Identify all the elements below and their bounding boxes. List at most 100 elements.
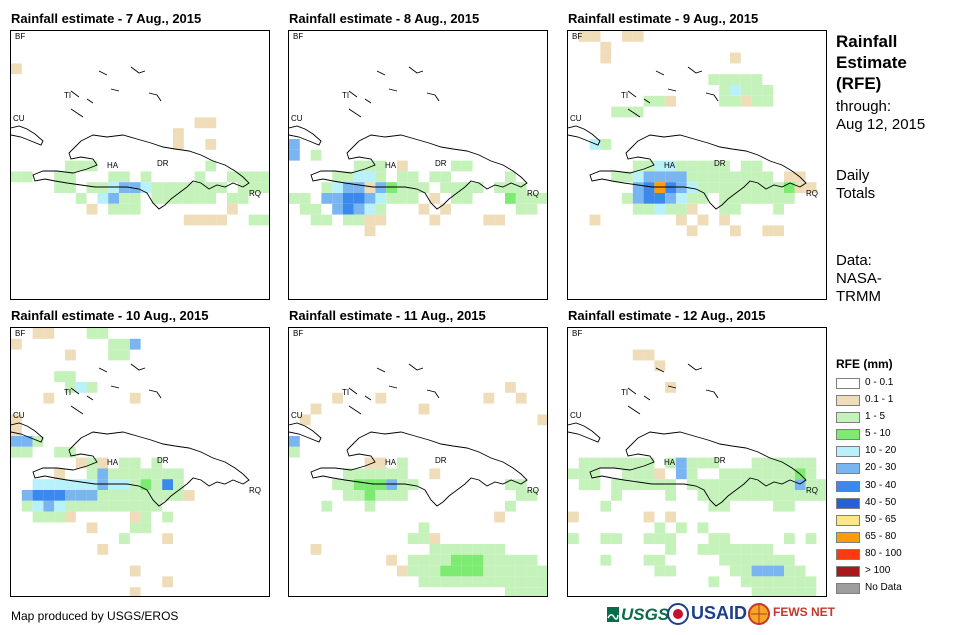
rainfall-cell bbox=[805, 468, 817, 480]
rainfall-cell bbox=[537, 576, 547, 588]
rainfall-cell bbox=[794, 565, 806, 577]
rainfall-cell bbox=[472, 576, 484, 588]
rainfall-cell bbox=[97, 182, 109, 193]
rainfall-cell bbox=[654, 182, 666, 193]
rainfall-cell bbox=[751, 490, 763, 501]
rainfall-cell bbox=[129, 479, 141, 490]
place-label-ti: TI bbox=[621, 388, 629, 397]
rainfall-cell bbox=[611, 533, 622, 544]
rainfall-cell bbox=[784, 457, 795, 469]
rainfall-cell bbox=[665, 203, 676, 215]
rainfall-cell bbox=[140, 479, 152, 490]
rainfall-cell bbox=[483, 576, 495, 588]
legend-swatch bbox=[836, 497, 860, 509]
map-panel-3[interactable]: BF TI CU HA DR RQ bbox=[567, 30, 827, 300]
rainfall-cell bbox=[654, 565, 666, 577]
rainfall-cell bbox=[816, 490, 826, 501]
rainfall-cell bbox=[86, 182, 98, 193]
rainfall-cell bbox=[740, 554, 752, 566]
rainfall-cell bbox=[526, 554, 538, 566]
place-label-rq: RQ bbox=[249, 486, 261, 495]
usaid-seal-icon bbox=[667, 603, 689, 630]
place-label-cu: CU bbox=[570, 114, 582, 123]
rainfall-cell bbox=[173, 490, 184, 501]
rainfall-cell bbox=[654, 522, 666, 534]
rainfall-cell bbox=[108, 182, 119, 193]
rainfall-cell bbox=[730, 468, 741, 480]
rainfall-cell bbox=[622, 479, 633, 490]
rainfall-cell bbox=[343, 468, 354, 480]
rainfall-cell bbox=[654, 360, 666, 372]
map-panel-2[interactable]: BF TI CU HA DR RQ bbox=[288, 30, 548, 300]
rainfall-cell bbox=[762, 587, 774, 596]
rainfall-cell bbox=[600, 52, 612, 64]
rainfall-cell bbox=[429, 214, 441, 226]
rainfall-cell bbox=[632, 106, 644, 118]
rainfall-cell bbox=[259, 171, 269, 183]
rainfall-cell bbox=[784, 576, 795, 588]
rainfall-cell bbox=[140, 522, 152, 534]
rainfall-cell bbox=[461, 193, 473, 204]
rainfall-cell bbox=[353, 479, 365, 490]
rainfall-cell bbox=[505, 479, 516, 490]
rainfall-cell bbox=[375, 457, 387, 469]
rainfall-cell bbox=[515, 587, 527, 596]
rainfall-cell bbox=[515, 392, 527, 404]
rainfall-cell bbox=[643, 533, 655, 544]
rainfall-cell bbox=[730, 85, 741, 96]
rainfall-cell bbox=[173, 182, 184, 193]
rainfall-cell bbox=[321, 182, 333, 193]
rainfall-cell bbox=[162, 479, 173, 490]
rainfall-cell bbox=[227, 203, 238, 215]
logo-strip: USGS USAID FEWS NET bbox=[607, 602, 835, 631]
rainfall-cell bbox=[686, 203, 698, 215]
legend-label: 30 - 40 bbox=[865, 479, 897, 491]
rainfall-cell bbox=[11, 63, 22, 75]
usgs-logo[interactable]: USGS bbox=[607, 604, 669, 631]
rainfall-cell bbox=[708, 533, 720, 544]
map-panel-6[interactable]: BF TI CU HA DR RQ bbox=[567, 327, 827, 597]
rainfall-cell bbox=[108, 349, 119, 361]
rainfall-cell bbox=[730, 74, 741, 85]
map-panel-1[interactable]: BF TI CU HA DR RQ bbox=[10, 30, 270, 300]
rainfall-cell bbox=[129, 193, 141, 204]
rainfall-cell bbox=[611, 171, 622, 183]
rainfall-cell bbox=[86, 160, 98, 172]
rainfall-cell bbox=[676, 203, 687, 215]
map-panel-4[interactable]: BF TI CU HA DR RQ bbox=[10, 327, 270, 597]
rainfall-cell bbox=[451, 576, 462, 588]
legend-swatch bbox=[836, 531, 860, 543]
side-date: Aug 12, 2015 bbox=[836, 116, 926, 133]
rainfall-cell bbox=[310, 149, 322, 161]
rainfall-cell bbox=[108, 500, 119, 512]
rainfall-cell bbox=[54, 468, 65, 480]
rainfall-cell bbox=[740, 74, 752, 85]
rainfall-cell bbox=[740, 85, 752, 96]
rainfall-cell bbox=[119, 349, 130, 361]
fews-globe-icon bbox=[748, 603, 770, 625]
rainfall-cell bbox=[494, 511, 505, 523]
rainfall-cell bbox=[332, 203, 343, 215]
rainfall-cell bbox=[119, 182, 130, 193]
rainfall-cell bbox=[65, 479, 76, 490]
coastline bbox=[32, 134, 250, 210]
rainfall-cell bbox=[773, 554, 784, 566]
rainfall-cell bbox=[762, 554, 774, 566]
place-label-ti: TI bbox=[64, 91, 72, 100]
rainfall-cell bbox=[97, 479, 109, 490]
rainfall-cell bbox=[119, 533, 130, 544]
rainfall-cell bbox=[321, 193, 333, 204]
rainfall-cell bbox=[773, 225, 784, 237]
rainfall-cell bbox=[654, 95, 666, 107]
rainfall-cell bbox=[108, 468, 119, 480]
rainfall-map-svg bbox=[289, 66, 547, 237]
rainfall-cell bbox=[676, 214, 687, 226]
rainfall-cell bbox=[805, 479, 817, 490]
rainfall-cell bbox=[740, 468, 752, 480]
map-panel-5[interactable]: BF TI CU HA DR RQ bbox=[288, 327, 548, 597]
fews-net-logo[interactable]: FEWS NET bbox=[747, 602, 835, 631]
rainfall-cell bbox=[794, 490, 806, 501]
rainfall-cell bbox=[762, 468, 774, 480]
usaid-logo-text[interactable]: USAID bbox=[691, 603, 748, 623]
rainfall-cell bbox=[483, 544, 495, 555]
